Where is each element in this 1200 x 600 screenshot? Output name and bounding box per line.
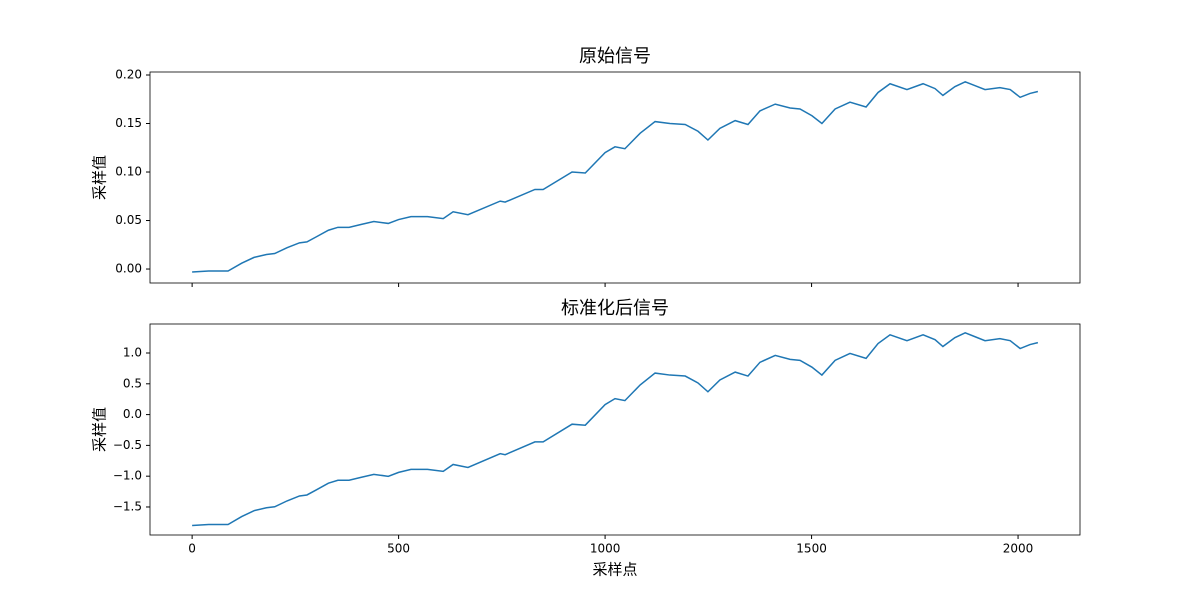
chart-title: 标准化后信号 (561, 298, 669, 319)
y-tick-label: 0.5 (123, 376, 142, 390)
y-tick-label: 0.05 (115, 213, 142, 227)
y-tick-label: −1.0 (113, 469, 142, 483)
y-tick-label: 0.15 (115, 116, 142, 130)
y-axis-label: 采样值 (91, 155, 109, 200)
y-tick-label: 0.20 (115, 68, 142, 82)
signal-line (192, 80, 1039, 273)
axes-frame (149, 323, 1081, 536)
y-tick-label: 0.0 (123, 407, 142, 421)
y-axis-label: 采样值 (91, 407, 109, 452)
y-tick-label: 0.00 (115, 262, 142, 276)
x-tick-label: 500 (387, 542, 410, 556)
y-tick-label: 0.10 (115, 165, 142, 179)
x-tick-label: 1000 (590, 542, 621, 556)
x-axis-label: 采样点 (592, 561, 637, 579)
x-tick-label: 0 (188, 542, 196, 556)
y-tick-label: −1.5 (113, 499, 142, 513)
x-tick-label: 2000 (1003, 542, 1034, 556)
y-tick-label: 1.0 (123, 346, 142, 360)
y-tick-label: −0.5 (113, 438, 142, 452)
chart-title: 原始信号 (579, 46, 651, 67)
axes-frame (149, 71, 1081, 284)
x-tick-label: 1500 (796, 542, 827, 556)
signal-line (192, 331, 1039, 527)
